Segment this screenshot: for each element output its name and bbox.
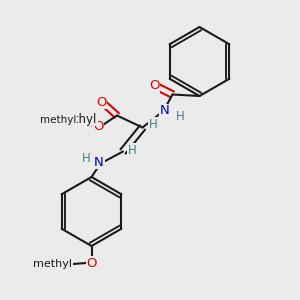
Text: methyl: methyl: [33, 259, 72, 269]
Text: O: O: [149, 79, 160, 92]
Text: methyl: methyl: [56, 112, 97, 126]
Text: H: H: [82, 152, 91, 166]
Text: O: O: [93, 120, 104, 133]
Text: H: H: [176, 110, 184, 123]
Text: O: O: [87, 256, 97, 270]
Text: H: H: [128, 143, 136, 157]
Text: N: N: [94, 155, 104, 169]
Text: methyl: methyl: [40, 115, 76, 125]
Text: N: N: [160, 104, 170, 118]
Text: O: O: [96, 95, 107, 109]
Text: H: H: [148, 118, 158, 131]
